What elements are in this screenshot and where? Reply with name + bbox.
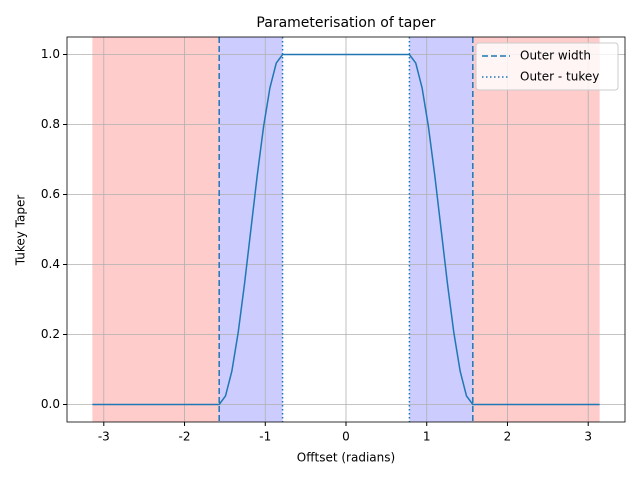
y-tick-label: 0.6: [41, 187, 60, 201]
x-tick-label: -3: [98, 430, 110, 444]
chart-title: Parameterisation of taper: [256, 15, 435, 31]
legend-label: Outer width: [520, 49, 591, 63]
y-tick-label: 0.8: [41, 117, 60, 131]
y-axis-label: Tukey Taper: [14, 195, 28, 267]
x-tick-label: 3: [584, 430, 592, 444]
y-tick-label: 0.0: [41, 397, 60, 411]
y-tick-label: 0.2: [41, 327, 60, 341]
x-tick-label: 2: [504, 430, 512, 444]
axes-frame: [66, 36, 626, 423]
legend-label: Outer - tukey: [520, 70, 599, 84]
legend-box: [475, 42, 619, 91]
y-tick-label: 1.0: [41, 47, 60, 61]
x-axis-label: Offtset (radians): [297, 451, 395, 465]
y-tick-label: 0.4: [41, 257, 60, 271]
span: [472, 37, 600, 422]
x-tick-label: 1: [423, 430, 431, 444]
x-tick-label: 0: [342, 430, 350, 444]
taper-line: [92, 53, 600, 406]
x-tick-label: -1: [259, 430, 271, 444]
span: [92, 37, 220, 422]
x-tick-label: -2: [179, 430, 191, 444]
